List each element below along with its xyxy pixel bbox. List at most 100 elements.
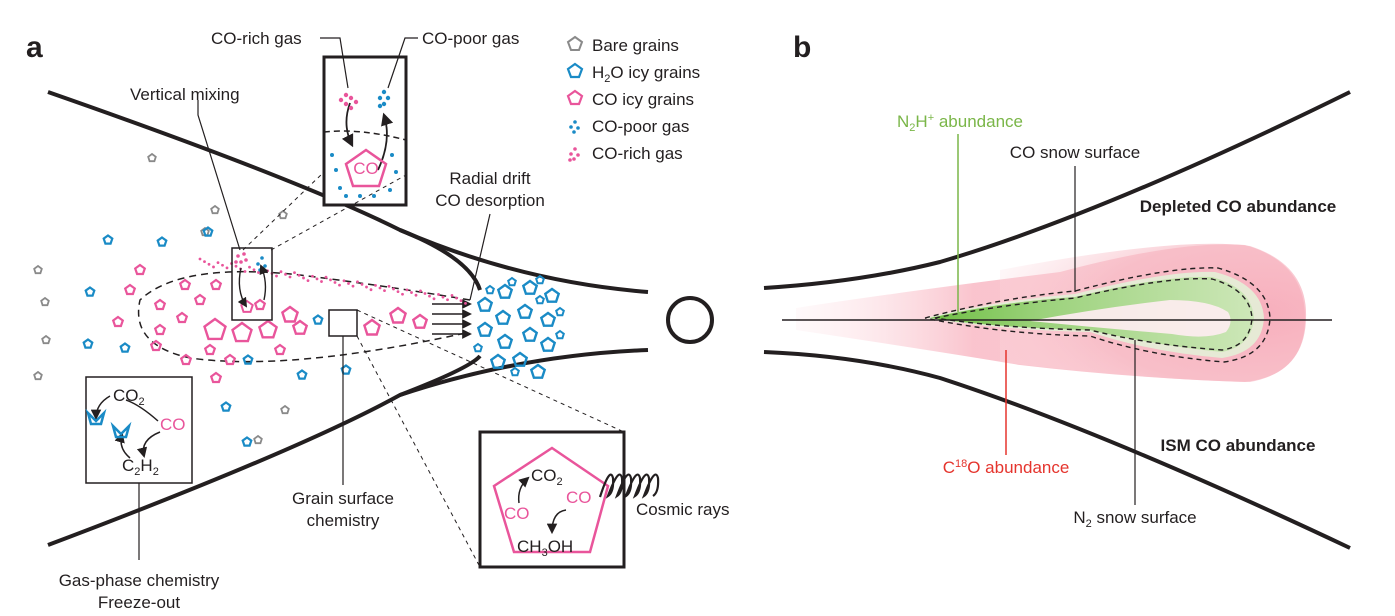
- pentagon-grain-icon: [535, 294, 545, 305]
- pentagon-grain-icon: [507, 276, 517, 287]
- radial-drift-arrows: [432, 299, 472, 339]
- pentagon-grain-icon: [220, 401, 232, 412]
- pentagon-grain-icon: [278, 209, 288, 220]
- pentagon-grain-icon: [253, 298, 267, 311]
- pentagon-grain-icon: [253, 434, 263, 445]
- pentagon-grain-icon: [496, 333, 514, 349]
- disk-lower-surface-inner: [399, 348, 649, 397]
- pentagon-grain-icon: [231, 321, 253, 343]
- co-desorption-label: CO desorption: [435, 191, 545, 210]
- h2o-grain-icon: [566, 62, 584, 79]
- svg-text:CO2: CO2: [531, 466, 563, 488]
- pentagon-grain-icon: [41, 334, 51, 345]
- pentagon-grain-icon: [82, 338, 94, 349]
- panel-label-a: a: [26, 31, 43, 64]
- co-poor-gas-icon: [569, 120, 580, 134]
- cosmic-rays-label: Cosmic rays: [636, 500, 730, 519]
- pentagon-grain-icon: [273, 343, 287, 356]
- legend: Bare grains H2O icy grains CO icy grains…: [566, 35, 700, 163]
- pentagon-grain-icon: [102, 234, 114, 245]
- legend-co-rich-gas: CO-rich gas: [592, 144, 683, 163]
- inner-hole: [1030, 300, 1231, 337]
- pentagon-grain-icon: [179, 353, 193, 366]
- pentagon-grain-icon: [242, 354, 254, 365]
- disk-lower-surface: [47, 354, 482, 547]
- pentagon-grain-icon: [257, 319, 279, 339]
- pentagon-grain-icon: [84, 286, 96, 297]
- co-grain-icon: [566, 89, 584, 106]
- co-snowline-region: [137, 270, 471, 363]
- pentagon-grain-icon: [210, 204, 220, 215]
- svg-text:CO: CO: [566, 488, 592, 507]
- pentagon-grain-icon: [388, 306, 408, 324]
- pentagon-grain-icon: [543, 287, 561, 303]
- panel-label-b: b: [793, 31, 811, 64]
- pentagon-grain-icon: [111, 315, 125, 328]
- co-rich-gas-icon: [568, 147, 580, 162]
- pentagon-grain-icon: [119, 342, 131, 353]
- n2h-plus-label: N2H+ abundance: [897, 112, 1023, 134]
- pentagon-grain-icon: [511, 351, 529, 367]
- pentagon-grain-icon: [521, 279, 539, 295]
- disk-upper-surface: [47, 90, 482, 291]
- pentagon-grain-icon: [209, 278, 223, 291]
- pentagon-grain-icon: [156, 236, 168, 247]
- pentagon-grain-icon: [312, 314, 324, 325]
- pentagon-grain-icon: [535, 274, 545, 285]
- cosmic-ray-spring-icon: [598, 473, 660, 499]
- n2-snow-surface: [934, 277, 1253, 351]
- pentagon-grain-icon: [203, 317, 227, 341]
- pentagon-grain-icon: [291, 319, 309, 335]
- c18o-label: C18O abundance: [943, 458, 1070, 477]
- svg-text:CH3OH: CH3OH: [517, 537, 573, 559]
- legend-bare-grains: Bare grains: [592, 36, 679, 55]
- pentagon-grain-icon: [40, 296, 50, 307]
- pentagon-grain-icon: [123, 283, 137, 296]
- gas-chem-co-label: CO: [160, 415, 186, 434]
- pentagon-grain-icon: [296, 369, 308, 380]
- pentagon-grain-icon: [241, 436, 253, 447]
- freeze-out-label: Freeze-out: [98, 593, 180, 612]
- pentagon-grain-icon: [280, 404, 290, 415]
- ism-co-label: ISM CO abundance: [1161, 436, 1316, 455]
- pentagon-grain-icon: [178, 278, 192, 291]
- pentagon-grain-icon: [539, 336, 557, 352]
- grain-surface-box: [328, 309, 358, 337]
- pentagon-grain-icon: [555, 306, 565, 317]
- legend-h2o-grains: H2O icy grains: [592, 63, 700, 85]
- grain-surface-inset: CO2 CO CO CH3OH: [478, 430, 626, 569]
- inset-co-poor-label: CO-poor gas: [422, 29, 519, 48]
- pentagon-grain-icon: [280, 305, 300, 323]
- pentagon-grain-icon: [223, 353, 237, 366]
- star-ring-icon: [666, 296, 714, 344]
- pentagon-grain-icon: [149, 339, 163, 352]
- pentagon-grain-icon: [529, 363, 547, 379]
- pentagon-grain-icon: [411, 313, 429, 329]
- pentagon-grain-icon: [153, 298, 167, 311]
- inset-co-rich-label: CO-rich gas: [211, 29, 302, 48]
- pentagon-grain-icon: [539, 311, 557, 327]
- pentagon-grain-icon: [476, 296, 494, 312]
- pentagon-grain-icon: [240, 299, 254, 313]
- pentagon-grain-icon: [202, 226, 214, 237]
- disk-upper-surface-inner: [399, 228, 649, 294]
- pentagon-grain-icon: [516, 303, 534, 319]
- co-snow-surface: [924, 267, 1271, 363]
- pentagon-grain-icon: [147, 152, 157, 163]
- pentagon-grain-icon: [203, 343, 217, 356]
- pentagon-grain-icon: [489, 353, 507, 369]
- gas-phase-chemistry-box: CO2 CO C2H2: [85, 376, 193, 484]
- vertical-mixing-label: Vertical mixing: [130, 85, 240, 104]
- pentagon-grain-icon: [485, 284, 495, 295]
- co-gas-inset: CO: [322, 55, 408, 207]
- pentagon-grain-icon: [494, 309, 512, 325]
- n2-snow-surface-label: N2 snow surface: [1073, 508, 1196, 530]
- pentagon-grain-icon: [33, 370, 43, 381]
- pentagon-grain-icon: [175, 311, 189, 324]
- grain-surface-label-2: chemistry: [307, 511, 380, 530]
- pentagon-grain-icon: [344, 148, 388, 188]
- pentagon-grain-icon: [362, 318, 382, 336]
- pentagon-grain-icon: [510, 366, 520, 377]
- pentagon-grain-icon: [473, 342, 483, 353]
- pentagon-grain-icon: [193, 293, 207, 306]
